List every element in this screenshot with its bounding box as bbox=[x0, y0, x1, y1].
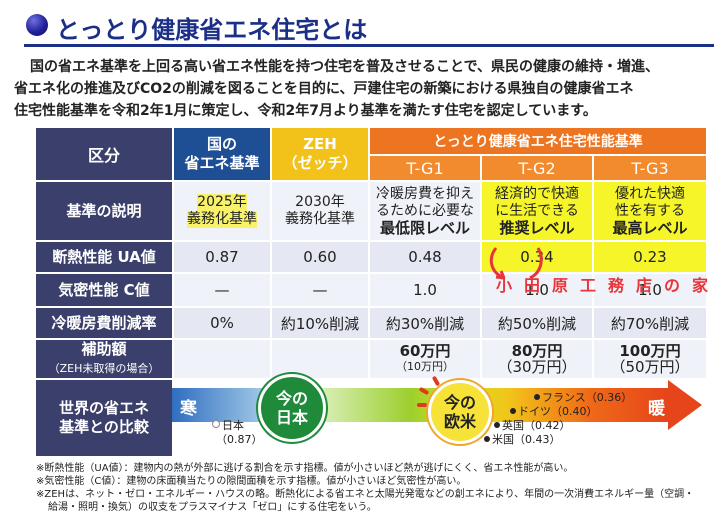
country-japan-value: （0.87） bbox=[216, 433, 263, 446]
hojo-zeh bbox=[272, 340, 368, 378]
row-label-c: 気密性能 C値 bbox=[36, 274, 172, 306]
intro-line: 住宅性能基準を令和2年1月に策定し、令和2年7月より基準を満たす住宅を認定してい… bbox=[14, 103, 597, 119]
japan-bubble: 今の 日本 bbox=[258, 374, 326, 442]
header-tottori: とっとり健康省エネ住宅性能基準 bbox=[370, 128, 706, 154]
header-tg1: T-G1 bbox=[370, 156, 480, 180]
warm-label: 暖 bbox=[648, 399, 665, 419]
row-label-ua: 断熱性能 UA値 bbox=[36, 242, 172, 272]
reidan-tg2: 約50%削減 bbox=[482, 308, 592, 338]
c-tg2: 1.0 bbox=[482, 274, 592, 306]
row-label-hojo: 補助額 （ZEH未取得の場合） bbox=[36, 340, 172, 378]
marker-icon bbox=[212, 420, 220, 428]
arrow-right-icon bbox=[668, 380, 702, 430]
header-kuni: 国の 省エネ基準 bbox=[174, 128, 270, 180]
header-kubun: 区分 bbox=[36, 128, 172, 180]
arrow-swoosh-icon bbox=[489, 247, 543, 280]
country-japan: 日本 bbox=[212, 420, 244, 432]
intro-line: 省エネ化の推進及びCO2の削減を図ることを目的に、戸建住宅の新築における県独自の… bbox=[14, 81, 634, 97]
world-comparison-bar: 寒 暖 今の 日本 今の 欧米 日本 （0.87） フランス（0.36） ドイツ（0… bbox=[172, 374, 706, 454]
country-us: 米国（0.43） bbox=[484, 434, 561, 446]
marker-icon bbox=[510, 408, 516, 414]
c-zeh: — bbox=[272, 274, 368, 306]
footnote: 給湯・照明・換気）の収支をプラスマイナス「ゼロ」にする住宅をいう。 bbox=[48, 502, 377, 513]
row-label-world: 世界の省エネ 基準との比較 bbox=[36, 380, 172, 456]
title-row: とっとり健康省エネ住宅とは bbox=[10, 4, 714, 47]
c-tg1: 1.0 bbox=[370, 274, 480, 306]
country-france: フランス（0.36） bbox=[534, 392, 632, 404]
watermark-stamp: 小田原工務店の家 bbox=[496, 276, 714, 295]
spark-icon bbox=[417, 403, 427, 407]
hojo-tg3: 100万円 （50万円） bbox=[594, 340, 706, 378]
marker-icon bbox=[494, 422, 500, 428]
ua-tg3: 0.23 bbox=[594, 242, 706, 272]
kijun-tg3: 優れた快適 性を有する 最高レベル bbox=[594, 182, 706, 240]
reidan-tg3: 約70%削減 bbox=[594, 308, 706, 338]
row-label-reidan: 冷暖房費削減率 bbox=[36, 308, 172, 338]
reidan-tg1: 約30%削減 bbox=[370, 308, 480, 338]
ua-tg2: 0.34 bbox=[482, 242, 592, 272]
cold-label: 寒 bbox=[180, 399, 197, 419]
intro-paragraph: 国の省エネ基準を上回る高い省エネ性能を持つ住宅を普及させることで、県民の健康の維… bbox=[14, 56, 702, 122]
country-uk: 英国（0.42） bbox=[494, 420, 571, 432]
header-tg2: T-G2 bbox=[482, 156, 592, 180]
c-kuni: — bbox=[174, 274, 270, 306]
intro-line: 国の省エネ基準を上回る高い省エネ性能を持つ住宅を普及させることで、県民の健康の維… bbox=[30, 59, 660, 75]
ua-kuni: 0.87 bbox=[174, 242, 270, 272]
hojo-tg1: 60万円 （10万円） bbox=[370, 340, 480, 378]
title-divider bbox=[24, 44, 714, 47]
marker-icon bbox=[534, 394, 540, 400]
eu-bubble: 今の 欧米 bbox=[428, 380, 492, 444]
kijun-tg1: 冷暖房費を抑え るために必要な 最低限レベル bbox=[370, 182, 480, 240]
kijun-kuni: 2025年 義務化基準 bbox=[174, 182, 270, 240]
header-tg3: T-G3 bbox=[594, 156, 706, 180]
header-zeh: ZEH （ゼッチ） bbox=[272, 128, 368, 180]
ua-zeh: 0.60 bbox=[272, 242, 368, 272]
page-title: とっとり健康省エネ住宅とは bbox=[56, 16, 368, 44]
ua-tg1: 0.48 bbox=[370, 242, 480, 272]
c-tg3: 1.0 bbox=[594, 274, 706, 306]
footnote: ※気密性能（C値）：建物の床面積当たりの隙間面積を示す指標。値が小さいほど気密性… bbox=[36, 476, 467, 487]
bullet-icon bbox=[26, 14, 48, 36]
kijun-tg2: 経済的で快適 に生活できる 推奨レベル bbox=[482, 182, 592, 240]
reidan-kuni: 0% bbox=[174, 308, 270, 338]
footnote: ※断熱性能（UA値）：建物内の熱が外部に逃げる割合を示す指標。値が小さいほど熱が… bbox=[36, 463, 574, 474]
hojo-tg2: 80万円 （30万円） bbox=[482, 340, 592, 378]
footnotes: ※断熱性能（UA値）：建物内の熱が外部に逃げる割合を示す指標。値が小さいほど熱が… bbox=[36, 462, 706, 514]
footnote: ※ZEHは、ネット・ゼロ・エネルギー・ハウスの略。断熱化による省エネと太陽光発電… bbox=[36, 489, 695, 500]
hojo-kuni bbox=[174, 340, 270, 378]
kijun-zeh: 2030年 義務化基準 bbox=[272, 182, 368, 240]
row-label-kijun: 基準の説明 bbox=[36, 182, 172, 240]
reidan-zeh: 約10%削減 bbox=[272, 308, 368, 338]
marker-icon bbox=[484, 436, 490, 442]
country-germany: ドイツ（0.40） bbox=[510, 406, 598, 418]
